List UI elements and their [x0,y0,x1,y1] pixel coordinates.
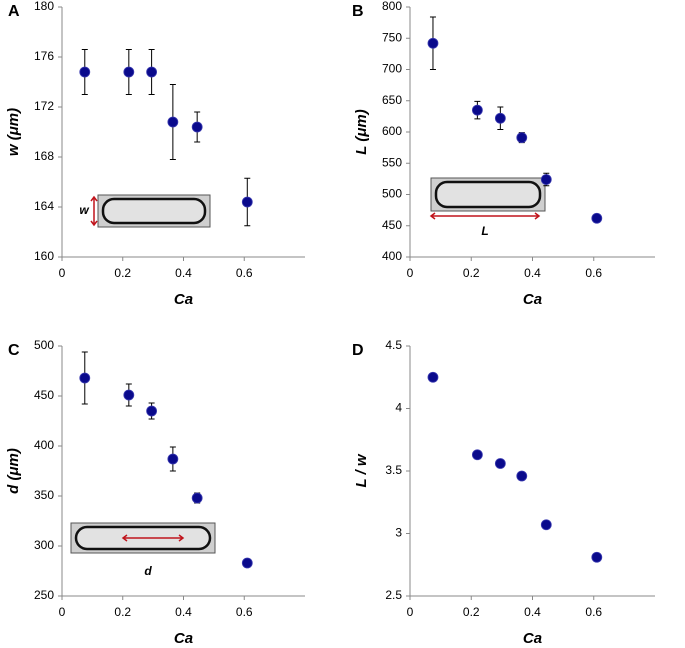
inset-arrow [90,195,98,227]
x-tick-label: 0.6 [585,266,602,280]
data-point [191,492,203,504]
inset-label: w [79,203,89,217]
y-tick-label: 450 [382,218,402,232]
x-tick-label: 0.6 [585,605,602,619]
inset-arrow [121,534,185,542]
data-point [241,196,253,208]
x-tick-label: 0.6 [236,605,253,619]
data-point [427,371,439,383]
y-tick-label: 3 [395,526,402,540]
panel-label: D [352,342,364,359]
x-axis-label: Ca [523,630,542,647]
inset-arrow [429,212,541,220]
data-point [471,104,483,116]
x-axis-label: Ca [174,630,193,647]
x-tick-label: 0 [407,266,414,280]
y-tick-label: 2.5 [385,588,402,602]
x-tick-label: 0.4 [175,266,192,280]
panel-label: A [8,3,20,20]
inset-droplet [101,197,207,225]
y-tick-label: 4.5 [385,338,402,352]
x-tick-label: 0.4 [524,605,541,619]
x-tick-label: 0.2 [114,605,131,619]
data-point [167,116,179,128]
y-tick-label: 500 [382,187,402,201]
x-tick-label: 0 [59,266,66,280]
y-tick-label: 750 [382,30,402,44]
x-tick-label: 0.2 [463,605,480,619]
y-tick-label: 650 [382,93,402,107]
y-tick-label: 4 [395,401,402,415]
y-tick-label: 168 [34,149,54,163]
data-point [540,174,552,185]
y-axis-label: L (μm) [353,109,370,154]
y-tick-label: 600 [382,124,402,138]
x-axis-label: Ca [174,291,193,308]
y-tick-label: 172 [34,99,54,113]
y-axis-label: w (μm) [5,108,22,156]
x-tick-label: 0.2 [463,266,480,280]
data-point [427,37,439,49]
y-tick-label: 300 [34,538,54,552]
y-axis-label: L / w [353,453,370,487]
data-point [123,389,135,401]
panel-label: B [352,3,364,20]
x-tick-label: 0.6 [236,266,253,280]
y-tick-label: 164 [34,199,54,213]
inset-label: L [481,224,488,238]
x-tick-label: 0.2 [114,266,131,280]
data-point [167,453,179,465]
y-tick-label: 700 [382,62,402,76]
y-tick-label: 176 [34,49,54,63]
data-point [79,372,91,384]
data-point [191,121,203,133]
data-point [471,449,483,461]
data-point [146,405,158,417]
data-point [591,212,603,224]
y-tick-label: 180 [34,0,54,13]
data-point [516,132,528,144]
y-tick-label: 400 [34,438,54,452]
y-tick-label: 160 [34,249,54,263]
y-tick-label: 500 [34,338,54,352]
x-tick-label: 0 [59,605,66,619]
data-point [79,66,91,78]
data-point [516,470,528,482]
data-point [540,519,552,531]
x-tick-label: 0.4 [175,605,192,619]
y-tick-label: 250 [34,588,54,602]
y-axis-label: d (μm) [5,448,22,494]
data-point [146,66,158,78]
x-tick-label: 0 [407,605,414,619]
y-tick-label: 350 [34,488,54,502]
data-point [241,557,253,569]
data-point [123,66,135,78]
inset-droplet [434,180,542,209]
data-point [494,112,506,124]
y-tick-label: 550 [382,155,402,169]
x-tick-label: 0.4 [524,266,541,280]
inset-label: d [144,564,152,578]
data-point [591,551,603,563]
panel-label: C [8,342,20,359]
y-tick-label: 3.5 [385,463,402,477]
y-tick-label: 450 [34,388,54,402]
y-tick-label: 400 [382,249,402,263]
data-point [494,458,506,469]
x-axis-label: Ca [523,291,542,308]
y-tick-label: 800 [382,0,402,13]
